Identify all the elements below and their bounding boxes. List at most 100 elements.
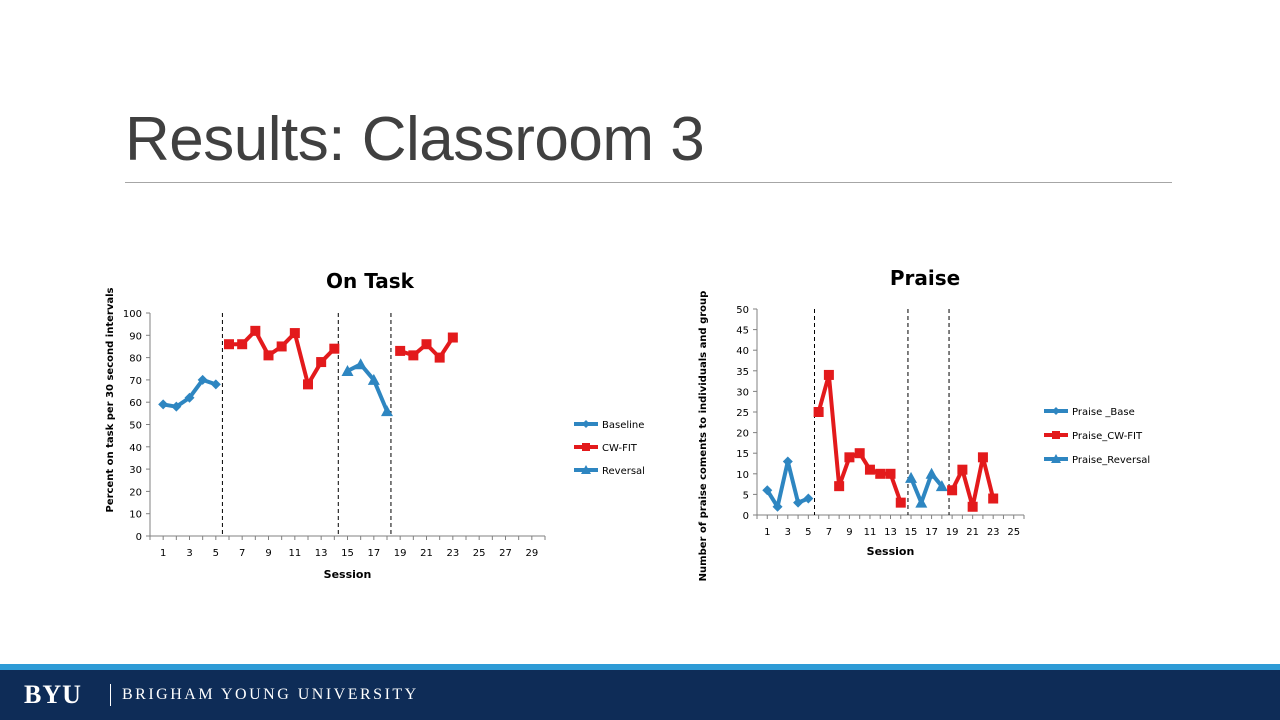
data-point: [447, 332, 458, 343]
y-tick-label: 40: [129, 443, 142, 454]
x-tick-label: 17: [367, 548, 380, 559]
series-praise-cw-fit: [813, 369, 906, 508]
footer-university-name: BRIGHAM YOUNG UNIVERSITY: [122, 686, 419, 703]
data-point: [772, 501, 783, 512]
y-tick-label: 15: [736, 449, 749, 460]
y-tick-label: 10: [736, 470, 749, 481]
data-point: [813, 407, 824, 417]
data-point: [823, 369, 834, 380]
legend-marker: [582, 443, 590, 451]
x-tick-label: 9: [265, 548, 271, 559]
data-point: [237, 339, 248, 350]
data-point: [864, 464, 875, 475]
y-tick-label: 20: [736, 429, 749, 440]
data-point: [977, 452, 988, 463]
series-line: [909, 471, 944, 505]
y-tick-label: 50: [129, 421, 142, 432]
y-tick-label: 30: [129, 465, 142, 476]
data-point: [935, 480, 948, 492]
x-tick-label: 25: [473, 548, 486, 559]
data-point: [354, 358, 367, 370]
x-tick-label: 7: [239, 548, 245, 559]
series-line: [816, 372, 903, 504]
x-tick-label: 1: [764, 527, 770, 538]
y-tick-label: 40: [736, 346, 749, 357]
data-point: [210, 379, 221, 390]
data-point: [947, 485, 958, 496]
data-point: [895, 497, 906, 508]
y-tick-label: 5: [743, 490, 749, 501]
data-point: [158, 399, 169, 410]
series-line: [346, 362, 389, 412]
byu-logo: BYU: [24, 680, 82, 709]
data-point: [381, 405, 393, 417]
data-point: [329, 343, 340, 354]
data-point: [875, 468, 886, 479]
y-tick-label: 35: [736, 367, 749, 378]
legend-marker: [1052, 431, 1060, 439]
y-tick-label: 0: [743, 511, 749, 522]
legend-marker: [1051, 454, 1061, 463]
data-point: [250, 325, 261, 336]
legend-label: Reversal: [602, 466, 645, 477]
data-point: [184, 392, 195, 403]
x-tick-label: 11: [288, 548, 301, 559]
x-tick-label: 25: [1007, 527, 1020, 538]
y-tick-label: 50: [736, 305, 749, 316]
x-tick-label: 23: [446, 548, 459, 559]
title-divider: [125, 182, 1172, 183]
x-tick-label: 9: [846, 527, 852, 538]
data-point: [367, 373, 380, 385]
series-reversal: [341, 358, 393, 417]
data-point: [844, 452, 855, 463]
y-axis-label: Number of praise coments to individuals …: [698, 291, 709, 582]
legend-marker: [582, 420, 590, 428]
x-tick-label: 5: [213, 548, 219, 559]
data-point: [915, 496, 928, 508]
legend-marker: [581, 465, 591, 474]
data-point: [434, 352, 445, 363]
data-point: [395, 345, 406, 356]
legend-label: Praise _Base: [1072, 407, 1135, 418]
legend-label: Praise_CW-FIT: [1072, 431, 1143, 442]
y-tick-label: 20: [129, 487, 142, 498]
series-cw-fit-return: [395, 332, 458, 363]
y-tick-label: 70: [129, 376, 142, 387]
y-tick-label: 90: [129, 331, 142, 342]
data-point: [793, 497, 804, 508]
data-point: [885, 468, 896, 479]
data-point: [782, 456, 793, 467]
series-praise-reversal: [905, 467, 948, 508]
data-point: [197, 374, 208, 385]
x-tick-label: 27: [499, 548, 512, 559]
data-point: [303, 379, 313, 390]
x-axis-label: Session: [324, 568, 372, 581]
data-point: [925, 467, 938, 479]
x-tick-label: 29: [525, 548, 538, 559]
x-tick-label: 21: [966, 527, 979, 538]
data-point: [762, 485, 773, 496]
y-tick-label: 45: [736, 326, 749, 337]
chart-title: On Task: [326, 269, 415, 293]
x-tick-label: 15: [905, 527, 918, 538]
slide-title: Results: Classroom 3: [125, 105, 705, 174]
x-tick-label: 23: [987, 527, 1000, 538]
data-point: [957, 464, 968, 475]
data-point: [316, 357, 327, 368]
x-tick-label: 5: [805, 527, 811, 538]
x-tick-label: 19: [946, 527, 959, 538]
data-point: [289, 328, 300, 339]
x-tick-label: 19: [394, 548, 407, 559]
y-tick-label: 100: [123, 309, 142, 320]
legend-label: Baseline: [602, 420, 644, 431]
y-tick-label: 30: [736, 387, 749, 398]
x-tick-label: 3: [785, 527, 791, 538]
x-tick-label: 21: [420, 548, 433, 559]
data-point: [341, 364, 354, 376]
x-tick-label: 13: [315, 548, 328, 559]
legend-label: CW-FIT: [602, 443, 638, 454]
data-point: [263, 350, 274, 361]
data-point: [421, 339, 432, 350]
y-tick-label: 80: [129, 354, 142, 365]
